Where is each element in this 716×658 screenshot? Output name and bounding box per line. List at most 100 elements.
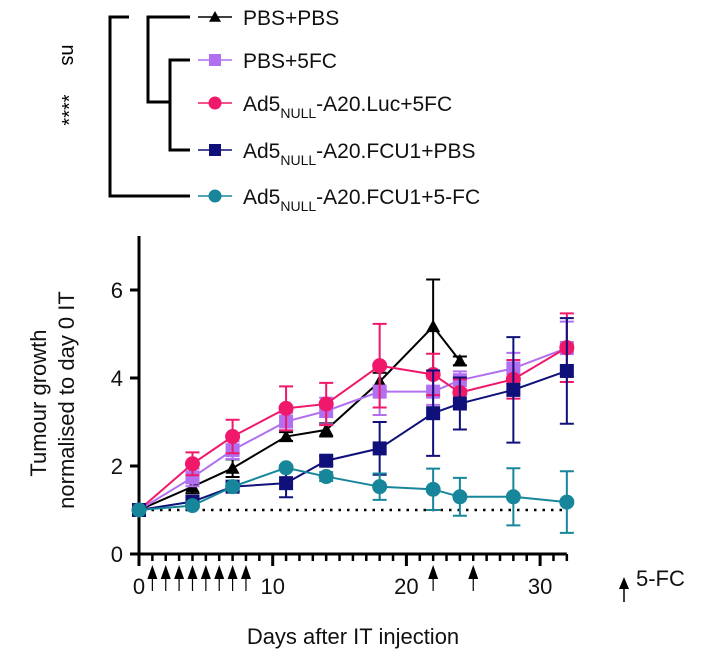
- circle-marker: [208, 189, 222, 203]
- square-marker: [426, 406, 441, 421]
- arrow-up-icon: [187, 565, 198, 579]
- square-marker: [209, 144, 221, 156]
- triangle-marker: [426, 319, 441, 333]
- legend-item: PBS+5FC: [198, 50, 337, 73]
- series-pbs-5fc: [132, 320, 574, 517]
- circle-marker: [184, 456, 200, 472]
- arrow-up-icon: [240, 565, 251, 579]
- legend-label-suffix: -A20.FCU1+5-FC: [316, 186, 480, 209]
- square-marker: [559, 363, 574, 378]
- dosing-arrow: [227, 565, 238, 591]
- y-tick-label: 4: [111, 366, 123, 391]
- legend-label-main: Ad5: [243, 93, 280, 116]
- series-pbs-pbs: [132, 278, 467, 516]
- dosing-arrow: [174, 565, 185, 591]
- circle-marker: [452, 489, 468, 505]
- arrow-up-icon: [227, 565, 238, 579]
- x-tick-label: 20: [394, 574, 418, 599]
- legend-label-subscript: NULL: [280, 105, 316, 121]
- square-marker: [372, 441, 387, 456]
- dosing-arrow: [200, 565, 211, 591]
- dosing-arrow: [160, 565, 171, 591]
- circle-marker: [505, 489, 521, 505]
- series-line: [138, 370, 568, 511]
- y-axis-title-line2: normalised to day 0 IT: [54, 291, 79, 509]
- arrow-up-icon: [428, 565, 439, 579]
- x-tick-label: 0: [133, 574, 145, 599]
- dosing-arrow: [468, 565, 479, 591]
- dosing-arrow: [187, 565, 198, 591]
- square-marker: [279, 476, 294, 491]
- dosing-arrow: [214, 565, 225, 591]
- y-tick-label: 6: [111, 278, 123, 303]
- circle-marker: [425, 481, 441, 497]
- legend-item: Ad5NULL-A20.Luc+5FC: [198, 93, 452, 121]
- arrow-up-icon: [468, 565, 479, 579]
- arrow-up-icon: [160, 565, 171, 579]
- legend-label: Ad5NULL-A20.FCU1+5-FC: [243, 186, 480, 214]
- legend-label-main: Ad5: [243, 186, 280, 209]
- dosing-arrow: [240, 565, 251, 591]
- circle-marker: [318, 469, 334, 485]
- square-marker: [319, 453, 334, 468]
- series-line: [138, 347, 568, 511]
- y-axis-title-line1: Tumour growth: [26, 330, 51, 477]
- legend-item: Ad5NULL-A20.FCU1+5-FC: [198, 186, 480, 214]
- dosing-legend: 5-FC: [619, 566, 685, 602]
- x-tick-label: 30: [528, 574, 552, 599]
- dosing-legend-label: 5-FC: [636, 566, 685, 591]
- legend-item: Ad5NULL-A20.FCU1+PBS: [198, 140, 476, 168]
- circle-marker: [208, 96, 222, 110]
- series-line: [138, 466, 567, 511]
- circle-marker: [225, 429, 241, 445]
- square-marker: [209, 54, 221, 66]
- legend-label: PBS+PBS: [243, 7, 339, 30]
- triangle-marker: [225, 461, 240, 474]
- legend-label-main: PBS+5FC: [243, 50, 337, 73]
- square-marker: [452, 396, 467, 411]
- triangle-marker: [452, 353, 467, 367]
- legend-label-main: PBS+PBS: [243, 7, 339, 30]
- legend-label-main: Ad5: [243, 140, 280, 163]
- circle-marker: [559, 494, 575, 510]
- dosing-arrow: [147, 565, 158, 591]
- circle-marker: [372, 358, 388, 374]
- triangle-marker: [209, 11, 221, 22]
- legend-label: PBS+5FC: [243, 50, 337, 73]
- arrow-up-icon: [200, 565, 211, 579]
- legend-label: Ad5NULL-A20.Luc+5FC: [243, 93, 452, 121]
- axes: 0 2 4 6 0 10 20 30: [111, 236, 569, 599]
- circle-marker: [372, 479, 388, 495]
- ns-label: ns: [57, 44, 79, 65]
- circle-marker: [318, 396, 334, 412]
- square-marker: [506, 382, 521, 397]
- significance-dendrogram: [108, 15, 190, 198]
- stars-label: ****: [59, 94, 81, 125]
- legend-label-suffix: -A20.Luc+5FC: [316, 93, 452, 116]
- x-axis-title: Days after IT injection: [247, 624, 459, 649]
- series-line: [138, 346, 568, 511]
- plot-area: [131, 278, 575, 534]
- circle-marker: [278, 400, 294, 416]
- y-axis-title: Tumour growth normalised to day 0 IT: [26, 291, 79, 509]
- square-marker: [185, 470, 200, 485]
- legend-label-suffix: -A20.FCU1+PBS: [316, 140, 475, 163]
- series-ad5null-a20-fcu1-5-fc: [131, 460, 575, 534]
- legend-label: Ad5NULL-A20.FCU1+PBS: [243, 140, 476, 168]
- triangle-marker: [319, 422, 334, 436]
- legend-label-subscript: NULL: [280, 198, 316, 214]
- circle-marker: [131, 502, 147, 518]
- circle-marker: [225, 479, 241, 495]
- circle-marker: [278, 460, 294, 476]
- x-tick-label: 10: [260, 574, 284, 599]
- dosing-arrow: [428, 565, 439, 591]
- legend-label-subscript: NULL: [280, 152, 316, 168]
- arrow-up-icon: [147, 565, 158, 579]
- y-tick-label: 0: [111, 542, 123, 567]
- triangle-marker: [279, 429, 294, 443]
- arrow-up-icon: [214, 565, 225, 579]
- circle-marker: [184, 498, 200, 514]
- arrow-up-icon: [174, 565, 185, 579]
- y-tick-label: 2: [111, 454, 123, 479]
